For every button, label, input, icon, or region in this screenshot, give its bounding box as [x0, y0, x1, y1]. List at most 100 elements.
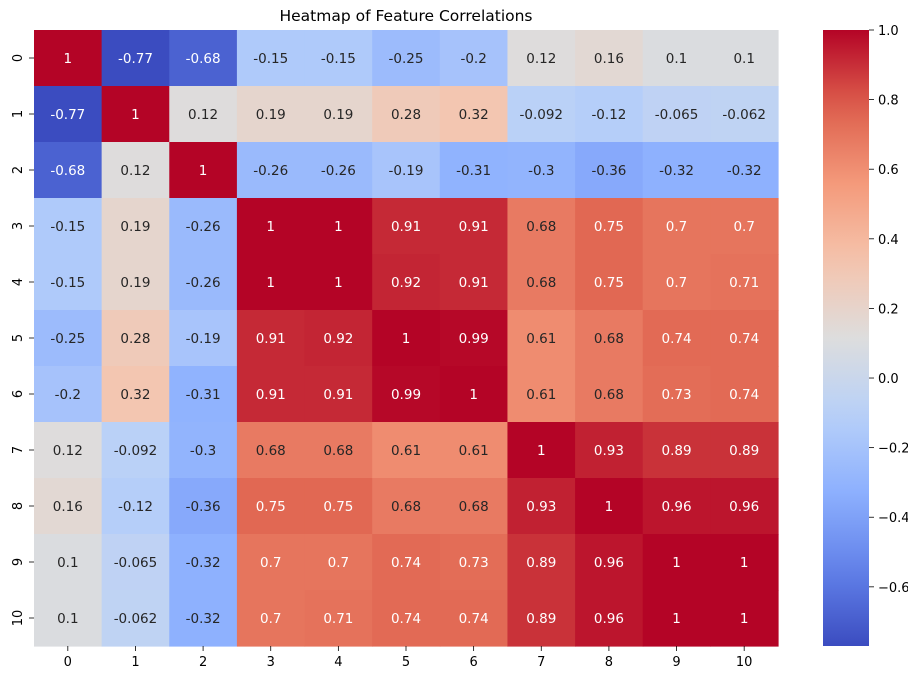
- cell-value-label: 0.12: [526, 51, 556, 67]
- cell-value-label: 1: [672, 611, 681, 627]
- y-tick-label: 4: [11, 278, 26, 286]
- heatmap-cell: [304, 590, 373, 647]
- colorbar-tick-label: −0.4: [878, 511, 908, 526]
- cell-value-label: 0.61: [526, 331, 556, 347]
- cell-value-label: 0.74: [729, 331, 759, 347]
- cell-value-label: -0.2: [460, 51, 486, 67]
- cell-value-label: -0.26: [186, 219, 221, 235]
- cell-value-label: 1: [199, 163, 208, 179]
- heatmap-cell: [439, 198, 509, 255]
- cell-value-label: 0.74: [459, 611, 489, 627]
- cell-value-label: 0.68: [323, 443, 353, 459]
- cell-value-label: 1: [266, 275, 275, 291]
- cell-value-label: 0.91: [459, 275, 489, 291]
- heatmap-cell: [101, 254, 170, 311]
- heatmap-cell: [642, 142, 711, 199]
- heatmap-cell: [304, 142, 373, 199]
- heatmap-cell: [101, 310, 170, 367]
- cell-value-label: 0.91: [459, 219, 489, 235]
- cell-value-label: 0.16: [594, 51, 624, 67]
- heatmap-cell: [169, 590, 238, 647]
- heatmap-cell: [34, 254, 103, 311]
- y-tick-label: 2: [11, 166, 26, 174]
- heatmap-cell: [439, 254, 509, 311]
- heatmap-cell: [439, 310, 509, 367]
- cell-value-label: 0.96: [662, 499, 692, 515]
- heatmap-cell: [507, 254, 576, 311]
- heatmap-cell: [642, 198, 711, 255]
- cell-value-label: 0.68: [594, 387, 624, 403]
- cell-value-label: 0.75: [594, 219, 624, 235]
- heatmap-cell: [575, 86, 644, 143]
- cell-value-label: 0.91: [256, 331, 286, 347]
- heatmap-cell: [34, 310, 103, 367]
- cell-value-label: 0.28: [391, 107, 421, 123]
- heatmap-cell: [304, 366, 373, 423]
- heatmap-cell: [372, 534, 441, 591]
- y-tick-label: 3: [11, 222, 26, 230]
- y-tick-label: 10: [11, 610, 26, 627]
- cell-value-label: 0.68: [459, 499, 489, 515]
- cell-value-label: 0.75: [323, 499, 353, 515]
- cell-value-label: 0.75: [594, 275, 624, 291]
- cell-value-label: 0.32: [459, 107, 489, 123]
- heatmap-cell: [101, 534, 170, 591]
- cell-value-label: 0.7: [733, 219, 754, 235]
- cell-value-label: -0.15: [253, 51, 288, 67]
- cell-value-label: 0.89: [662, 443, 692, 459]
- cell-value-label: -0.36: [186, 499, 221, 515]
- x-tick-label: 6: [469, 655, 477, 670]
- cell-value-label: 0.74: [391, 555, 421, 571]
- cell-value-label: 0.1: [57, 611, 78, 627]
- x-tick-label: 7: [537, 655, 545, 670]
- cell-value-label: 0.99: [459, 331, 489, 347]
- cell-value-label: 0.61: [459, 443, 489, 459]
- heatmap-cell: [372, 198, 441, 255]
- heatmap-cell: [169, 198, 238, 255]
- cell-value-label: -0.26: [321, 163, 356, 179]
- cell-value-label: 1: [740, 611, 749, 627]
- cell-value-label: -0.32: [186, 611, 221, 627]
- heatmap-cell: [34, 86, 103, 143]
- heatmap-cell: [507, 422, 576, 479]
- cell-value-label: -0.12: [118, 499, 153, 515]
- heatmap-cell: [507, 86, 576, 143]
- cell-value-label: 0.7: [666, 275, 687, 291]
- cell-value-label: 0.12: [188, 107, 218, 123]
- heatmap-cell: [236, 30, 306, 87]
- heatmap-cell: [642, 534, 711, 591]
- heatmap-cell: [236, 86, 306, 143]
- x-tick-label: 5: [402, 655, 410, 670]
- cell-value-label: -0.15: [321, 51, 356, 67]
- heatmap-cell: [372, 254, 441, 311]
- y-tick-label: 8: [11, 502, 26, 510]
- cell-value-label: -0.3: [528, 163, 554, 179]
- cell-value-label: 0.91: [256, 387, 286, 403]
- colorbar-tick-label: 1.0: [878, 24, 899, 39]
- cell-value-label: 1: [537, 443, 546, 459]
- heatmap-cell: [34, 478, 103, 535]
- cell-value-label: 0.1: [666, 51, 687, 67]
- heatmap-cell: [507, 590, 576, 647]
- cell-value-label: -0.26: [186, 275, 221, 291]
- colorbar-tick-label: 0.4: [878, 233, 899, 248]
- cell-value-label: 0.89: [526, 555, 556, 571]
- y-tick-label: 5: [11, 334, 26, 342]
- cell-value-label: 0.89: [729, 443, 759, 459]
- x-axis-ticks: 0 1 2 3 4 5 6 7 8 9 10: [64, 646, 752, 670]
- cell-value-label: 0.91: [323, 387, 353, 403]
- cell-value-label: -0.77: [50, 107, 85, 123]
- cell-value-label: 1: [64, 51, 73, 67]
- heatmap-cell: [575, 142, 644, 199]
- cell-value-label: -0.31: [456, 163, 491, 179]
- heatmap-cell: [34, 198, 103, 255]
- cell-value-label: 0.7: [260, 611, 281, 627]
- cell-value-label: -0.77: [118, 51, 153, 67]
- heatmap-cell: [304, 422, 373, 479]
- heatmap-cell: [169, 86, 238, 143]
- y-tick-label: 1: [11, 110, 26, 118]
- heatmap-cell: [236, 366, 306, 423]
- heatmap-cell: [439, 478, 509, 535]
- y-axis-ticks: 0 1 2 3 4 5 6 7 8 9 10: [11, 54, 34, 626]
- cell-value-label: 1: [402, 331, 411, 347]
